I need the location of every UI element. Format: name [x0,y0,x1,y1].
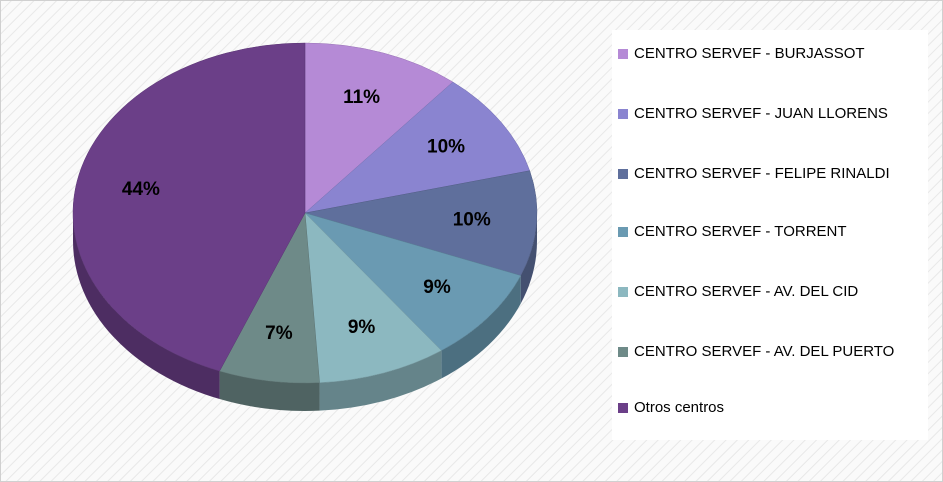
slice-side [441,275,521,379]
slice-side [73,213,220,400]
legend-item: CENTRO SERVEF - AV. DEL PUERTO [618,340,924,364]
slice [219,212,320,384]
legend-item: CENTRO SERVEF - JUAN LLORENS [618,102,924,126]
data-label: 10% [453,210,491,231]
legend-label: CENTRO SERVEF - TORRENT [634,223,847,240]
legend-label: CENTRO SERVEF - FELIPE RINALDI [634,165,890,182]
legend-item: CENTRO SERVEF - FELIPE RINALDI [618,162,924,186]
data-label: 10% [427,136,465,157]
legend-label: CENTRO SERVEF - JUAN LLORENS [634,105,888,122]
legend-label: CENTRO SERVEF - AV. DEL PUERTO [634,343,895,360]
legend-item: CENTRO SERVEF - BURJASSOT [618,42,924,66]
legend-swatch [618,347,628,357]
slice [72,42,306,372]
legend: CENTRO SERVEF - BURJASSOT CENTRO SERVEF -… [612,30,928,440]
slice [304,81,531,214]
legend-item: CENTRO SERVEF - TORRENT [618,220,924,244]
legend-swatch [618,403,628,413]
slice [304,42,454,214]
slice [304,212,522,351]
data-label: 9% [423,277,451,298]
slice [304,170,538,276]
legend-swatch [618,287,628,297]
legend-label: CENTRO SERVEF - AV. DEL CID [634,283,859,300]
legend-label: CENTRO SERVEF - BURJASSOT [634,45,865,62]
legend-swatch [618,169,628,179]
data-label: 9% [348,317,376,338]
legend-swatch [618,49,628,59]
slice-side [319,350,442,411]
pie: 11% 10% 10% 9% 9% 7% 44% [72,42,538,412]
data-label: 7% [265,323,293,344]
legend-item: CENTRO SERVEF - AV. DEL CID [618,280,924,304]
legend-swatch [618,109,628,119]
slice-side [219,371,320,412]
data-label: 44% [122,179,160,200]
slice [304,212,442,383]
legend-swatch [618,227,628,237]
data-label: 11% [343,87,380,108]
legend-label: Otros centros [634,399,725,416]
legend-item: Otros centros [618,396,924,420]
